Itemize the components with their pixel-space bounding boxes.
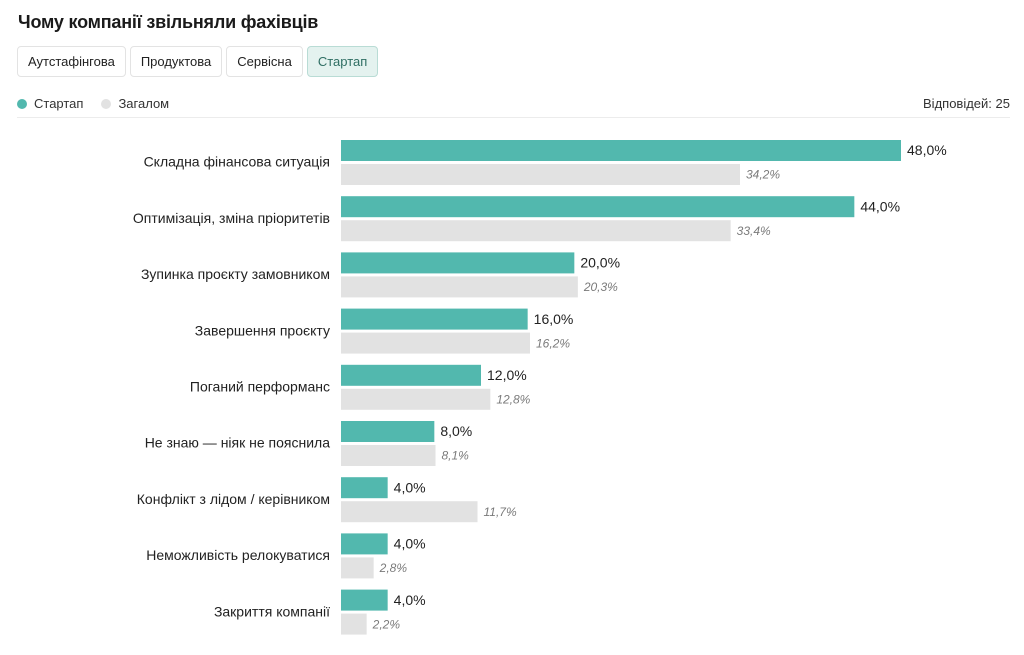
value-label-startup: 4,0% <box>394 479 426 495</box>
value-label-startup: 8,0% <box>440 423 472 439</box>
value-label-overall: 8,1% <box>442 449 470 463</box>
legend-item-startup: Стартап <box>17 96 83 111</box>
responses-count: Відповідей: 25 <box>923 96 1010 111</box>
value-label-startup: 16,0% <box>534 311 574 327</box>
category-label: Складна фінансова ситуація <box>144 154 330 170</box>
bar-overall[interactable] <box>341 332 530 354</box>
value-label-overall: 2,2% <box>372 617 401 631</box>
category-label: Закриття компанії <box>214 603 330 619</box>
bar-startup[interactable] <box>341 140 901 161</box>
value-label-startup: 44,0% <box>860 198 900 214</box>
legend-dot-overall <box>101 98 112 109</box>
bar-startup[interactable] <box>341 421 435 442</box>
legend-dot-startup <box>17 98 27 109</box>
value-label-overall: 12,8% <box>496 392 530 406</box>
category-label: Конфлікт з лідом / керівником <box>137 491 330 507</box>
value-label-startup: 20,0% <box>580 255 620 271</box>
legend-label-overall: Загалом <box>118 96 170 111</box>
bar-startup[interactable] <box>341 252 575 274</box>
category-label: Оптимізація, зміна пріоритетів <box>133 210 330 226</box>
tab-startup[interactable]: Стартап <box>306 46 379 77</box>
bar-overall[interactable] <box>341 164 740 185</box>
category-label: Завершення проєкту <box>195 322 330 338</box>
category-label: Зупинка проєкту замовником <box>141 266 330 282</box>
bar-startup[interactable] <box>341 589 388 611</box>
bar-startup[interactable] <box>341 477 388 499</box>
value-label-startup: 48,0% <box>907 142 947 158</box>
value-label-overall: 34,2% <box>746 168 780 182</box>
category-label: Поганий перформанс <box>190 379 330 395</box>
bar-startup[interactable] <box>341 533 388 555</box>
bar-startup[interactable] <box>341 196 855 218</box>
header-divider <box>17 117 1010 118</box>
value-label-overall: 16,2% <box>536 336 570 350</box>
value-label-overall: 20,3% <box>583 280 618 294</box>
category-label: Неможливість релокуватися <box>146 547 330 563</box>
value-label-startup: 4,0% <box>394 536 426 552</box>
company-type-tabs: Аутстафінгова Продуктова Сервісна Старта… <box>17 46 379 77</box>
value-label-overall: 33,4% <box>737 224 771 238</box>
value-label-startup: 12,0% <box>487 367 527 383</box>
value-label-overall: 2,8% <box>379 561 408 575</box>
category-label: Не знаю — ніяк не пояснила <box>145 435 331 451</box>
bar-overall[interactable] <box>341 445 436 466</box>
bar-overall[interactable] <box>341 388 491 410</box>
bar-overall[interactable] <box>341 276 578 298</box>
bar-overall[interactable] <box>341 501 478 523</box>
bar-startup[interactable] <box>341 308 528 330</box>
bar-startup[interactable] <box>341 364 481 386</box>
chart-title: Чому компанії звільняли фахівців <box>18 12 319 32</box>
bar-overall[interactable] <box>341 557 374 579</box>
value-label-startup: 4,0% <box>394 592 426 608</box>
legend-label-startup: Стартап <box>34 96 84 111</box>
bar-overall[interactable] <box>341 613 367 635</box>
legend-item-overall: Загалом <box>101 96 169 111</box>
chart-legend: Стартап Загалом <box>17 96 187 111</box>
tab-outstaffing[interactable]: Аутстафінгова <box>17 46 126 77</box>
bar-overall[interactable] <box>341 220 731 242</box>
tab-product[interactable]: Продуктова <box>129 46 223 77</box>
value-label-overall: 11,7% <box>484 505 517 519</box>
tab-service[interactable]: Сервісна <box>226 46 303 77</box>
